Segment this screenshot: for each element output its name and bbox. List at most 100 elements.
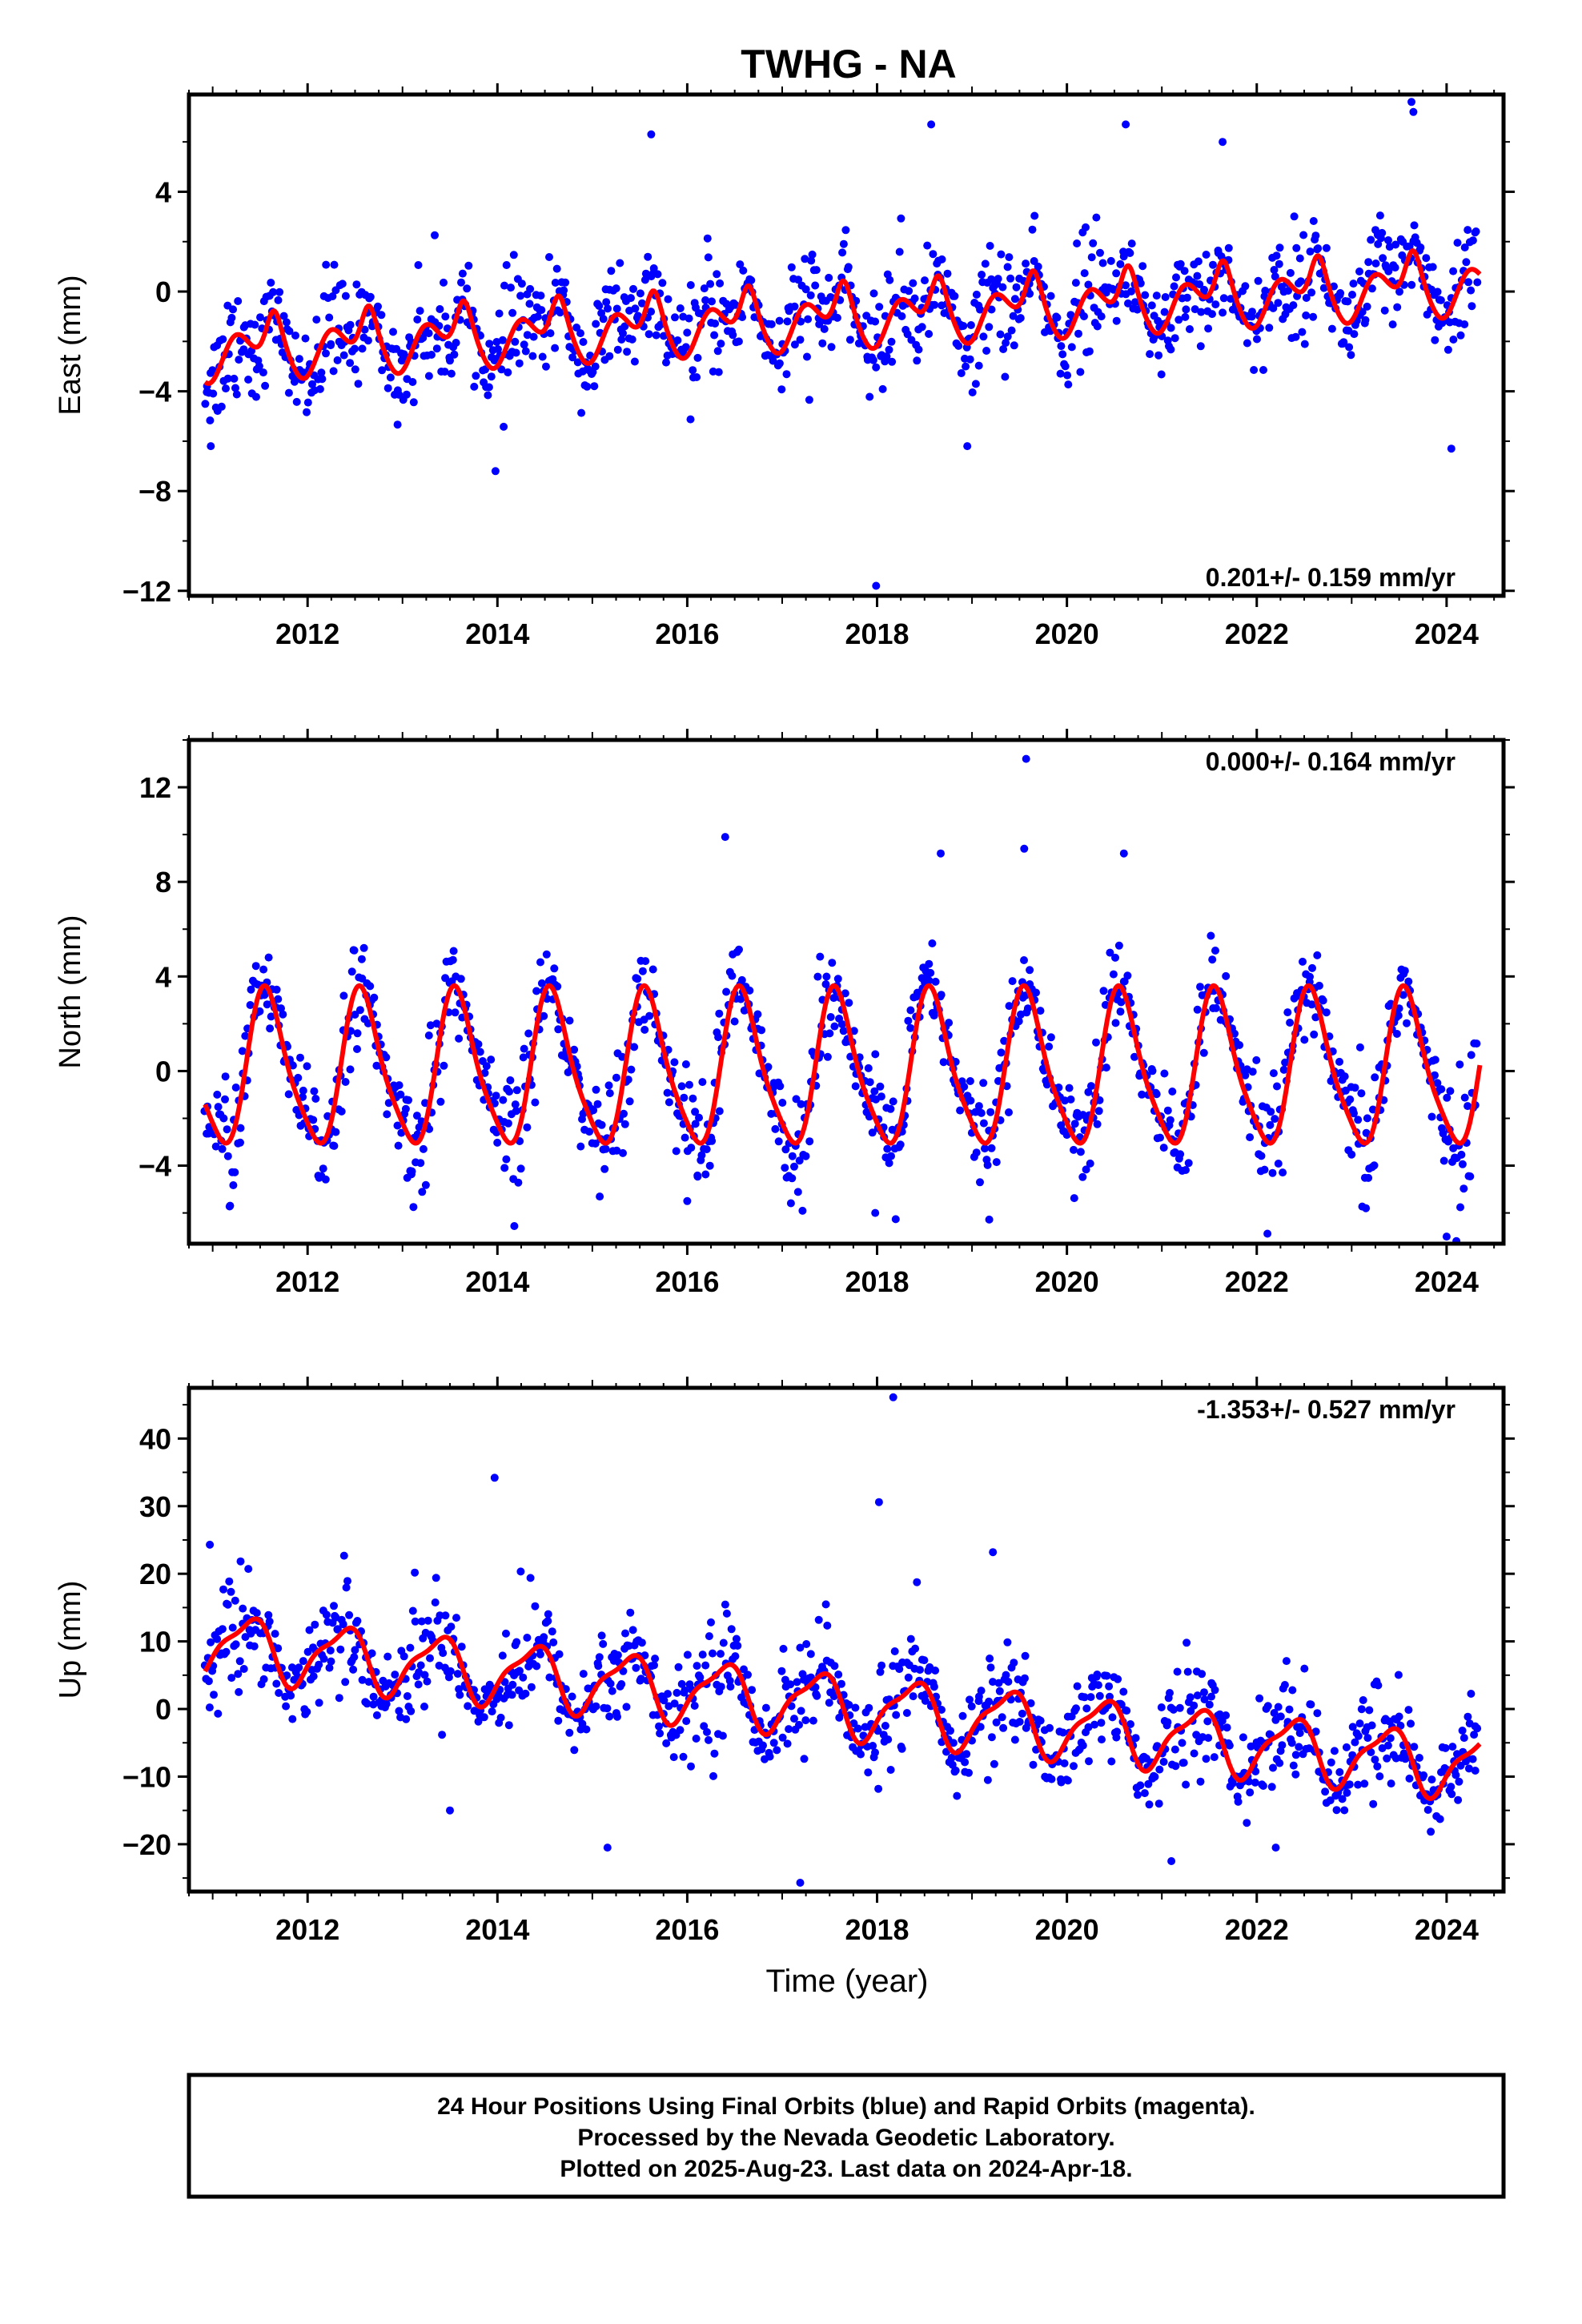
north-data-point bbox=[267, 1012, 275, 1021]
east-data-point bbox=[1410, 221, 1419, 230]
east-data-point bbox=[440, 278, 448, 287]
east-data-point bbox=[1106, 256, 1115, 265]
up-data-point bbox=[701, 1661, 710, 1670]
east-data-point bbox=[1194, 257, 1203, 266]
east-data-point bbox=[997, 250, 1006, 259]
up-data-point bbox=[965, 1768, 973, 1777]
north-data-point bbox=[1106, 948, 1114, 957]
up-data-point bbox=[464, 1702, 472, 1711]
up-data-point bbox=[967, 1702, 976, 1711]
east-data-point bbox=[1254, 276, 1263, 285]
north-data-point bbox=[1032, 988, 1040, 997]
east-data-point bbox=[882, 352, 891, 360]
up-data-point bbox=[1373, 1762, 1382, 1771]
up-data-point bbox=[1455, 1777, 1464, 1786]
east-data-point bbox=[256, 313, 264, 322]
east-data-point bbox=[923, 241, 932, 250]
up-data-point bbox=[692, 1735, 701, 1743]
east-data-point bbox=[538, 352, 547, 361]
north-data-point bbox=[309, 1116, 318, 1124]
up-data-point bbox=[1419, 1771, 1428, 1779]
east-y-tick-label: −4 bbox=[139, 376, 171, 408]
up-data-point bbox=[1166, 1689, 1174, 1697]
east-data-point bbox=[869, 289, 878, 298]
north-data-point bbox=[695, 1113, 703, 1122]
north-data-point bbox=[1241, 1071, 1250, 1080]
up-panel: 40 30 20 10 0 −10 −20 2012 2014 2016 2018 2020 2022… bbox=[54, 1377, 1515, 1999]
north-data-point bbox=[931, 977, 940, 986]
east-data-point bbox=[579, 338, 588, 346]
up-data-point bbox=[1395, 1712, 1403, 1721]
east-data-point bbox=[446, 356, 454, 365]
north-data-point bbox=[977, 1108, 986, 1117]
up-data-point bbox=[986, 1663, 995, 1672]
east-data-point bbox=[738, 313, 747, 321]
north-data-point bbox=[1279, 1168, 1287, 1177]
up-data-point bbox=[1291, 1770, 1300, 1779]
up-data-point bbox=[726, 1683, 735, 1691]
north-data-point bbox=[223, 1152, 232, 1160]
north-x-tick-label: 2012 bbox=[275, 1265, 339, 1298]
east-data-point bbox=[1174, 316, 1183, 324]
north-data-point bbox=[883, 1144, 892, 1153]
up-data-point bbox=[516, 1667, 524, 1675]
up-data-point bbox=[447, 1622, 456, 1631]
north-y-tick-label: −4 bbox=[139, 1150, 171, 1183]
east-data-point bbox=[315, 384, 324, 393]
east-data-point bbox=[1464, 278, 1473, 287]
east-data-point bbox=[1197, 308, 1206, 316]
north-data-point bbox=[1257, 1152, 1266, 1160]
east-data-point bbox=[885, 345, 893, 354]
up-data-point bbox=[1360, 1779, 1369, 1788]
north-data-point bbox=[689, 1094, 697, 1103]
east-data-point bbox=[325, 313, 334, 322]
up-data-point bbox=[227, 1674, 236, 1683]
up-outlier-point bbox=[889, 1393, 897, 1401]
north-data-point bbox=[960, 1083, 969, 1091]
east-data-point bbox=[787, 263, 796, 271]
up-data-point bbox=[717, 1650, 725, 1659]
up-x-ticks: 2012 2014 2016 2018 2020 2022 2024 bbox=[188, 1377, 1496, 1946]
north-data-point bbox=[691, 1120, 700, 1128]
north-data-point bbox=[592, 1085, 600, 1094]
north-data-point bbox=[288, 1061, 297, 1070]
north-data-point bbox=[550, 964, 559, 973]
north-data-point bbox=[1300, 1035, 1309, 1044]
up-data-point bbox=[603, 1704, 612, 1713]
up-data-point bbox=[250, 1642, 259, 1651]
east-data-point bbox=[845, 336, 854, 344]
east-data-point bbox=[1030, 211, 1039, 220]
east-data-point bbox=[986, 242, 994, 250]
north-data-point bbox=[570, 1045, 579, 1054]
up-data-point bbox=[1464, 1712, 1472, 1721]
up-data-point bbox=[1367, 1721, 1376, 1730]
north-data-point bbox=[299, 1086, 307, 1095]
up-data-point bbox=[884, 1735, 893, 1744]
east-data-point bbox=[328, 292, 337, 300]
up-data-point bbox=[455, 1685, 464, 1694]
east-data-point bbox=[457, 278, 465, 287]
up-data-point bbox=[1070, 1762, 1078, 1771]
north-data-point bbox=[745, 986, 754, 995]
north-data-point bbox=[1182, 1166, 1190, 1174]
east-data-point bbox=[301, 334, 310, 343]
up-data-point bbox=[731, 1652, 740, 1661]
east-data-point bbox=[1122, 281, 1130, 290]
east-outlier-point bbox=[647, 130, 656, 139]
up-data-point bbox=[1200, 1695, 1209, 1704]
north-data-point bbox=[701, 1170, 710, 1179]
north-data-point bbox=[553, 982, 562, 991]
north-data-point bbox=[604, 1081, 613, 1090]
north-data-point bbox=[771, 1124, 780, 1133]
north-data-point bbox=[418, 1188, 427, 1196]
north-data-point bbox=[353, 1029, 362, 1038]
north-data-point bbox=[612, 1073, 620, 1082]
up-data-point bbox=[339, 1620, 347, 1629]
east-data-point bbox=[1057, 342, 1066, 351]
up-data-point bbox=[947, 1753, 956, 1762]
up-y-tick-label: 30 bbox=[139, 1490, 171, 1523]
north-data-point bbox=[837, 1020, 846, 1028]
up-data-point bbox=[1452, 1771, 1460, 1779]
east-data-point bbox=[1468, 236, 1477, 245]
east-data-point bbox=[1141, 291, 1150, 300]
